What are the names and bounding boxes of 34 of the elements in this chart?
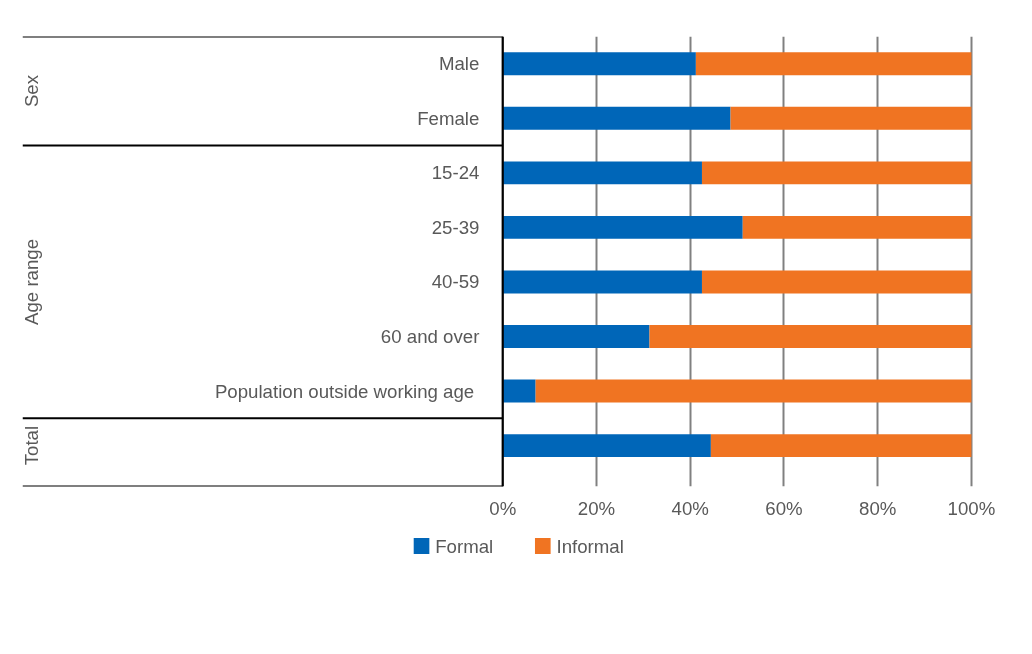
text: Sex: [21, 74, 43, 108]
y-tick-label: 25-39: [431, 216, 480, 238]
y-tick-label: Male: [438, 53, 480, 75]
x-tick-label: 80%: [859, 497, 897, 519]
bar: [502, 106, 731, 130]
y-tick-label: 40-59: [431, 271, 480, 293]
bar: [742, 215, 972, 239]
bar: [701, 270, 972, 294]
bar: [502, 52, 696, 76]
bar: [730, 106, 972, 130]
x-tick-label: 60%: [765, 497, 803, 519]
legend-label: Informal: [556, 536, 624, 557]
bar: [695, 52, 972, 76]
y-tick-label: 60 and over: [380, 326, 480, 347]
text: Total: [21, 425, 43, 466]
bar: [502, 161, 702, 185]
bar: [502, 379, 536, 403]
bar: [710, 434, 972, 458]
bar: [502, 434, 711, 458]
legend-label: Formal: [435, 536, 494, 557]
x-tick-label: 100%: [947, 497, 996, 519]
y-tick-label: Female: [417, 107, 480, 129]
bar: [502, 215, 743, 239]
bar: [701, 161, 972, 185]
bar: [535, 379, 972, 403]
x-tick-label: 20%: [577, 497, 616, 519]
bar: [502, 325, 650, 348]
bar: [649, 325, 972, 348]
y-tick-label: 15-24: [431, 162, 480, 184]
y-tick-label: Population outside working age: [214, 380, 475, 402]
text: Age range: [21, 238, 43, 325]
x-tick-label: 0%: [489, 497, 517, 519]
x-tick-label: 40%: [671, 497, 709, 519]
bar: [502, 270, 702, 294]
